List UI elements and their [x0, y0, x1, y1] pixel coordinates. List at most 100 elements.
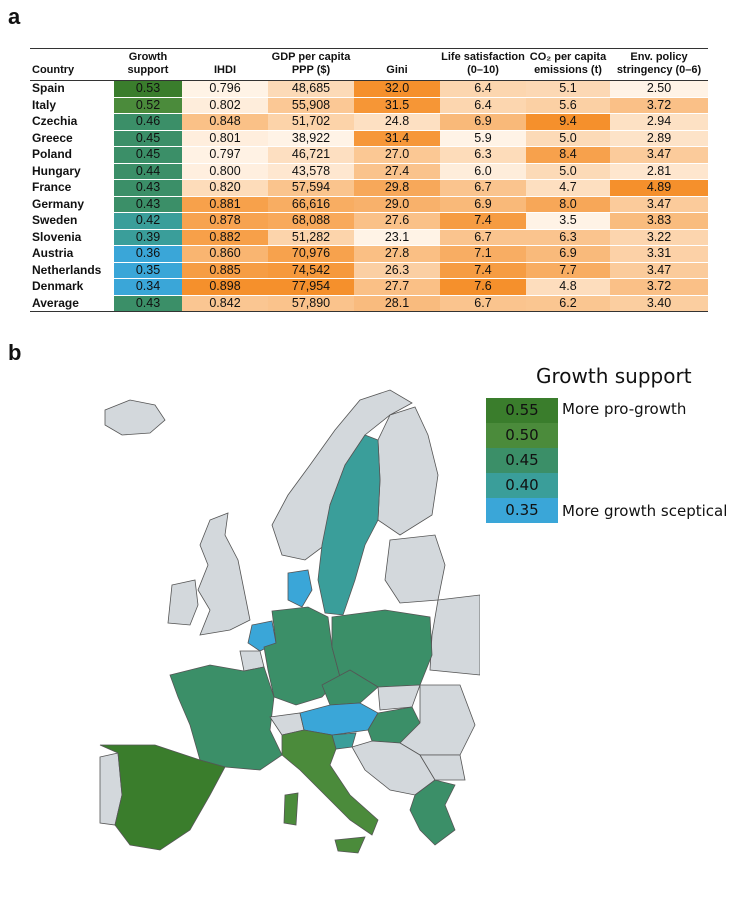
- value-cell: 3.47: [610, 146, 708, 164]
- value-cell: 7.6: [440, 278, 526, 296]
- value-cell: 0.842: [182, 294, 268, 313]
- value-cell: 0.35: [114, 262, 182, 280]
- value-cell: 0.46: [114, 113, 182, 131]
- value-cell: 5.1: [526, 80, 610, 98]
- column-header-line: support: [127, 63, 169, 76]
- value-cell: 6.7: [440, 229, 526, 247]
- map-region-sweden: [317, 434, 381, 616]
- panel-b-label: b: [8, 340, 22, 365]
- value-cell: 2.50: [610, 80, 708, 98]
- column-header-line: Gini: [386, 63, 408, 76]
- country-cell: Sweden: [30, 212, 114, 230]
- value-cell: 0.45: [114, 130, 182, 148]
- map-region-uk: [197, 512, 251, 636]
- column-header-line: Country: [32, 63, 75, 76]
- map-region-italy: [281, 729, 379, 836]
- country-cell: Greece: [30, 130, 114, 148]
- value-cell: 5.0: [526, 130, 610, 148]
- value-cell: 7.7: [526, 262, 610, 280]
- value-cell: 6.4: [440, 97, 526, 115]
- column-header: Env. policy stringency (0–6): [610, 47, 708, 82]
- column-header: Country: [30, 47, 114, 82]
- panel-a-label: a: [8, 4, 21, 29]
- value-cell: 3.47: [610, 196, 708, 214]
- value-cell: 77,954: [268, 278, 354, 296]
- value-cell: 48,685: [268, 80, 354, 98]
- column-header-line: Life satisfaction: [441, 51, 525, 63]
- value-cell: 7.1: [440, 245, 526, 263]
- legend-swatch: 0.40: [486, 473, 558, 498]
- value-cell: 68,088: [268, 212, 354, 230]
- table-row: Slovenia 0.39 0.882 51,282 23.1 6.7 6.3 3.22: [30, 229, 708, 247]
- value-cell: 0.44: [114, 163, 182, 181]
- value-cell: 27.6: [354, 212, 440, 230]
- value-cell: 7.4: [440, 212, 526, 230]
- map-region-baltics: [384, 534, 446, 604]
- value-cell: 9.4: [526, 113, 610, 131]
- value-cell: 0.848: [182, 113, 268, 131]
- value-cell: 3.47: [610, 262, 708, 280]
- value-cell: 74,542: [268, 262, 354, 280]
- value-cell: 57,890: [268, 294, 354, 313]
- table-row: Italy 0.52 0.802 55,908 31.5 6.4 5.6 3.72: [30, 97, 708, 115]
- value-cell: 32.0: [354, 80, 440, 98]
- value-cell: 0.53: [114, 80, 182, 98]
- column-header: CO₂ per capita emissions (t): [526, 47, 610, 82]
- value-cell: 3.40: [610, 294, 708, 313]
- value-cell: 31.5: [354, 97, 440, 115]
- value-cell: 27.8: [354, 245, 440, 263]
- value-cell: 0.796: [182, 80, 268, 98]
- value-cell: 38,922: [268, 130, 354, 148]
- value-cell: 5.9: [440, 130, 526, 148]
- value-cell: 57,594: [268, 179, 354, 197]
- map-region-bulgaria: [419, 754, 466, 781]
- value-cell: 28.1: [354, 294, 440, 313]
- value-cell: 8.4: [526, 146, 610, 164]
- value-cell: 0.42: [114, 212, 182, 230]
- legend-swatch: 0.55: [486, 398, 558, 423]
- column-header-line: (0–10): [467, 63, 499, 76]
- country-cell: Slovenia: [30, 229, 114, 247]
- country-cell: Austria: [30, 245, 114, 263]
- table-row: Germany 0.43 0.881 66,616 29.0 6.9 8.0 3.47: [30, 196, 708, 214]
- country-cell: Italy: [30, 97, 114, 115]
- value-cell: 3.72: [610, 278, 708, 296]
- value-cell: 8.0: [526, 196, 610, 214]
- value-cell: 2.89: [610, 130, 708, 148]
- table-row: Sweden 0.42 0.878 68,088 27.6 7.4 3.5 3.83: [30, 212, 708, 230]
- value-cell: 6.7: [440, 179, 526, 197]
- value-cell: 7.4: [440, 262, 526, 280]
- column-header-line: emissions (t): [534, 63, 602, 76]
- column-header-line: GDP per capita: [271, 51, 351, 63]
- value-cell: 6.7: [440, 294, 526, 313]
- table-row: Poland 0.45 0.797 46,721 27.0 6.3 8.4 3.47: [30, 146, 708, 164]
- value-cell: 0.882: [182, 229, 268, 247]
- column-header-line: CO₂ per capita: [529, 51, 607, 63]
- map-region-austria: [299, 702, 379, 736]
- value-cell: 0.801: [182, 130, 268, 148]
- value-cell: 0.43: [114, 179, 182, 197]
- value-cell: 0.820: [182, 179, 268, 197]
- country-cell: Spain: [30, 80, 114, 98]
- value-cell: 0.45: [114, 146, 182, 164]
- table-row: Greece 0.45 0.801 38,922 31.4 5.9 5.0 2.89: [30, 130, 708, 148]
- value-cell: 0.881: [182, 196, 268, 214]
- value-cell: 0.898: [182, 278, 268, 296]
- value-cell: 2.94: [610, 113, 708, 131]
- column-header-line: Env. policy: [630, 51, 688, 63]
- value-cell: 3.72: [610, 97, 708, 115]
- country-cell: Average: [30, 294, 114, 313]
- value-cell: 5.6: [526, 97, 610, 115]
- map-region-iceland: [104, 399, 166, 436]
- value-cell: 6.2: [526, 294, 610, 313]
- map-region-czechia: [321, 669, 379, 706]
- value-cell: 29.0: [354, 196, 440, 214]
- legend-swatch: 0.45: [486, 448, 558, 473]
- value-cell: 0.36: [114, 245, 182, 263]
- map-region-finland: [377, 406, 439, 536]
- value-cell: 0.885: [182, 262, 268, 280]
- value-cell: 6.4: [440, 80, 526, 98]
- map-region-spain: [99, 744, 226, 851]
- column-header: Growth support: [114, 47, 182, 82]
- value-cell: 0.43: [114, 294, 182, 313]
